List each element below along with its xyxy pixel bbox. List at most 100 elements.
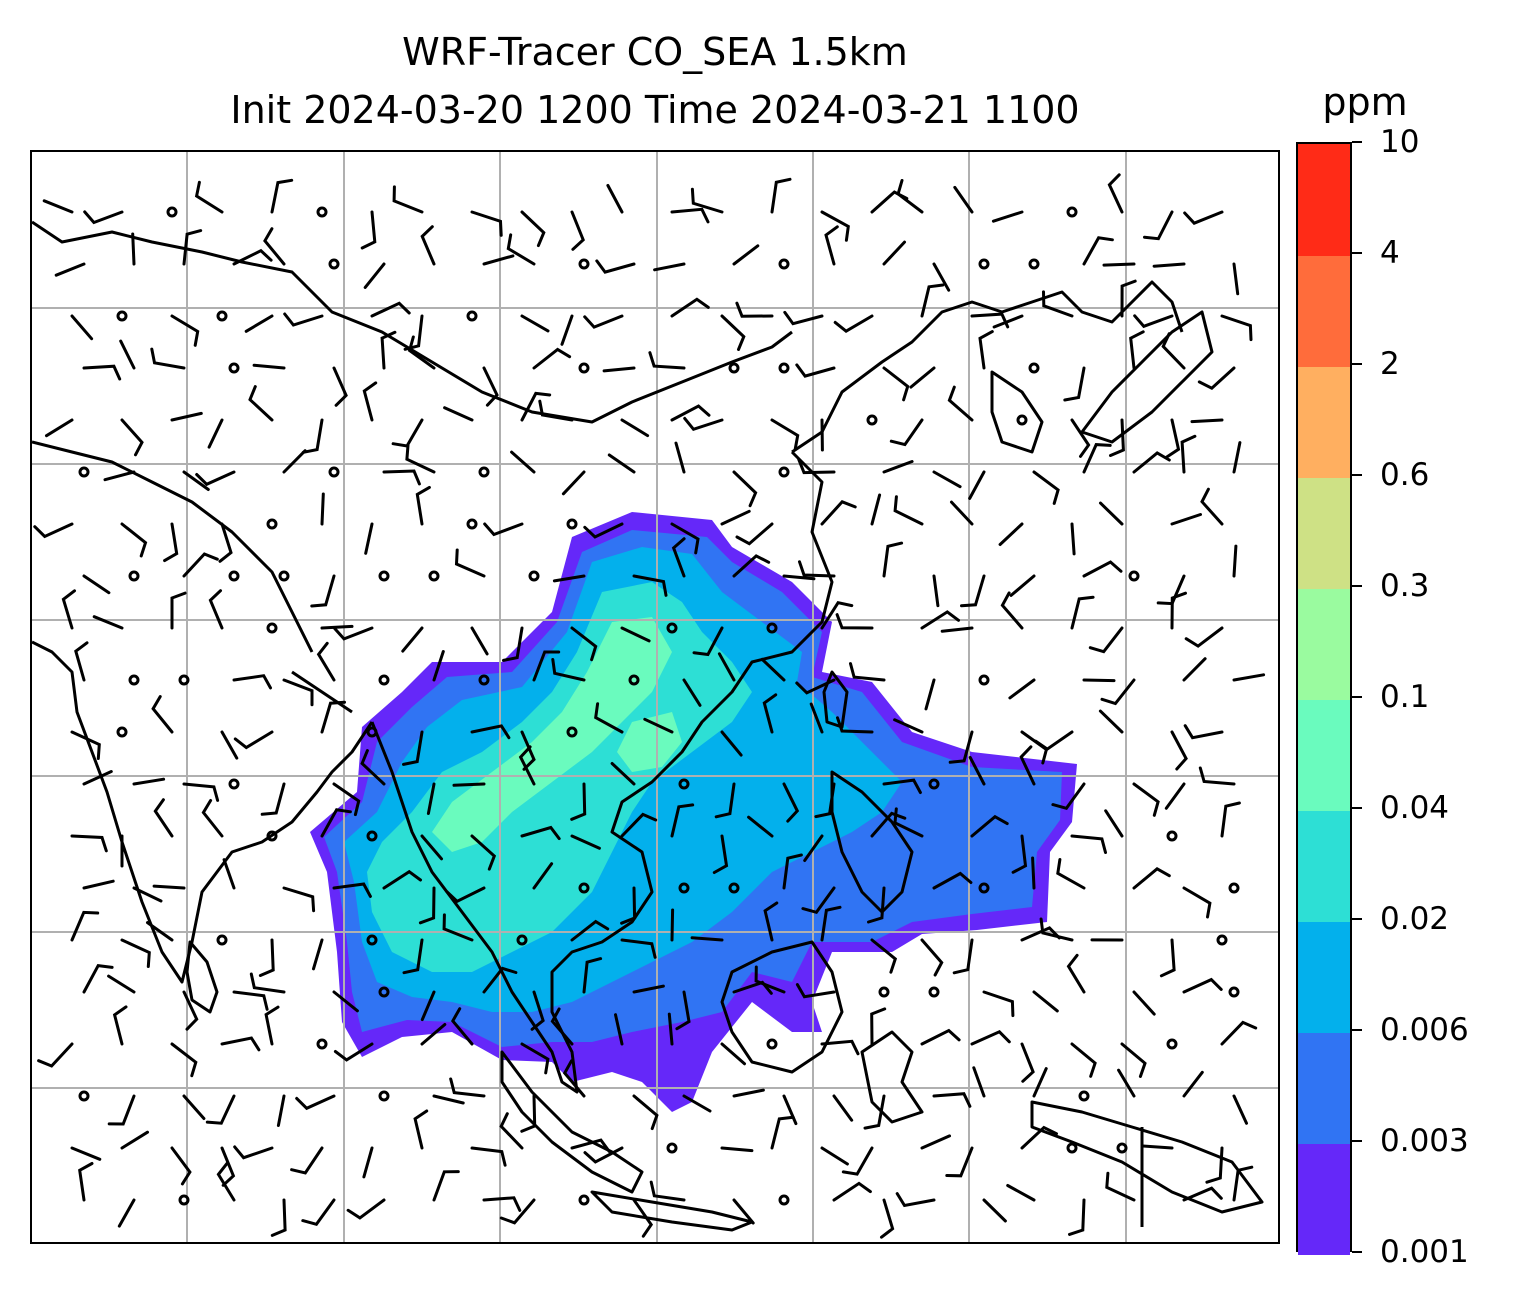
wind-barb	[320, 492, 325, 526]
wind-barb	[42, 199, 74, 214]
wind-barb	[405, 443, 436, 474]
wind-barb	[1140, 1144, 1174, 1150]
wind-barb	[70, 910, 100, 942]
wind-barb	[893, 807, 924, 838]
wind-barb	[607, 453, 636, 474]
colorbar	[1296, 142, 1352, 1255]
wind-barb	[482, 966, 518, 994]
wind-barb	[74, 641, 89, 682]
calm-wind-marker	[328, 466, 340, 478]
wind-barb	[120, 418, 144, 457]
calm-wind-marker	[378, 1090, 390, 1102]
wind-barb	[163, 522, 179, 563]
wind-barb	[420, 1023, 447, 1046]
calm-wind-marker	[628, 674, 640, 686]
calm-wind-marker	[978, 882, 990, 894]
wind-barb	[782, 574, 816, 581]
wind-barb	[992, 314, 1024, 329]
coastline-philippines	[830, 770, 914, 914]
wind-barb	[170, 411, 203, 422]
wind-barb	[346, 1198, 386, 1220]
wind-barb	[582, 957, 603, 994]
wind-barb	[1082, 236, 1114, 266]
calm-wind-marker	[278, 570, 290, 582]
wind-barb	[782, 1094, 798, 1126]
calm-wind-marker	[366, 726, 378, 738]
wind-barb	[499, 1198, 536, 1225]
wind-barb	[782, 853, 803, 890]
wind-barb	[570, 626, 598, 662]
wind-barb	[402, 938, 424, 975]
calm-wind-marker	[128, 674, 140, 686]
calm-wind-marker	[228, 570, 240, 582]
wind-barb	[632, 574, 668, 597]
wind-barb	[870, 1007, 887, 1046]
wind-barb	[1170, 730, 1188, 771]
wind-barb	[720, 1146, 754, 1153]
calm-wind-marker	[1016, 414, 1028, 426]
wind-barb	[1132, 782, 1160, 817]
wind-barb	[233, 1145, 274, 1160]
wind-barb	[1232, 1094, 1248, 1125]
wind-barb	[152, 884, 186, 890]
calm-wind-marker	[266, 830, 278, 842]
colorbar-tick-label: 0.006	[1380, 1012, 1469, 1048]
wind-barb	[671, 537, 686, 578]
wind-barb	[482, 366, 499, 407]
wind-barb	[643, 717, 674, 734]
wind-barb	[1232, 544, 1238, 578]
wind-barb	[295, 1094, 336, 1111]
calm-wind-marker	[1066, 206, 1078, 218]
wind-barb	[970, 1030, 1011, 1046]
wind-barb	[763, 901, 779, 942]
wind-barb	[1180, 434, 1197, 474]
wind-barb	[520, 314, 550, 333]
wind-barb	[1070, 418, 1091, 458]
wind-barb	[632, 984, 665, 994]
wind-barb	[882, 541, 904, 578]
calm-wind-marker	[728, 882, 740, 894]
wind-barb	[454, 548, 486, 578]
wind-barb	[1133, 314, 1174, 329]
colorbar-tick	[1352, 918, 1362, 920]
wind-barb	[820, 210, 850, 242]
wind-barb	[530, 990, 545, 1031]
colorbar-segment	[1298, 810, 1350, 922]
wind-barb	[82, 879, 115, 890]
coastline-newguinea	[1030, 1100, 1264, 1214]
wind-barb	[720, 314, 746, 351]
wind-barb	[520, 391, 552, 422]
wind-barb	[620, 626, 651, 643]
wind-barb	[112, 1005, 128, 1046]
wind-barb	[320, 808, 352, 838]
wind-barb	[770, 177, 792, 214]
wind-barb	[1068, 1198, 1086, 1236]
coastline-indochina	[370, 450, 834, 1094]
wind-barb	[119, 339, 136, 370]
wind-barb	[583, 522, 624, 539]
wind-barb	[690, 936, 724, 942]
wind-barb	[620, 938, 657, 959]
wind-barb	[735, 522, 774, 546]
wind-barb	[222, 858, 236, 890]
wind-barb	[532, 347, 572, 370]
wind-barb	[402, 730, 424, 766]
wind-barb	[333, 1042, 374, 1062]
wind-barb	[1170, 513, 1202, 526]
wind-barb	[205, 1094, 236, 1125]
calm-wind-marker	[1028, 362, 1040, 374]
calm-wind-marker	[928, 778, 940, 790]
wind-barb	[70, 834, 108, 853]
colorbar-tick	[1352, 585, 1362, 587]
wind-barb	[732, 470, 758, 508]
wind-barb	[882, 240, 906, 266]
wind-barb	[880, 1198, 895, 1239]
calm-wind-marker	[378, 674, 390, 686]
wind-barb	[570, 919, 610, 942]
wind-barb	[170, 591, 187, 630]
calm-wind-marker	[216, 934, 228, 946]
wind-barb	[620, 886, 637, 925]
wind-barb	[301, 418, 324, 454]
calm-wind-marker	[478, 674, 490, 686]
calm-wind-marker	[778, 258, 790, 270]
